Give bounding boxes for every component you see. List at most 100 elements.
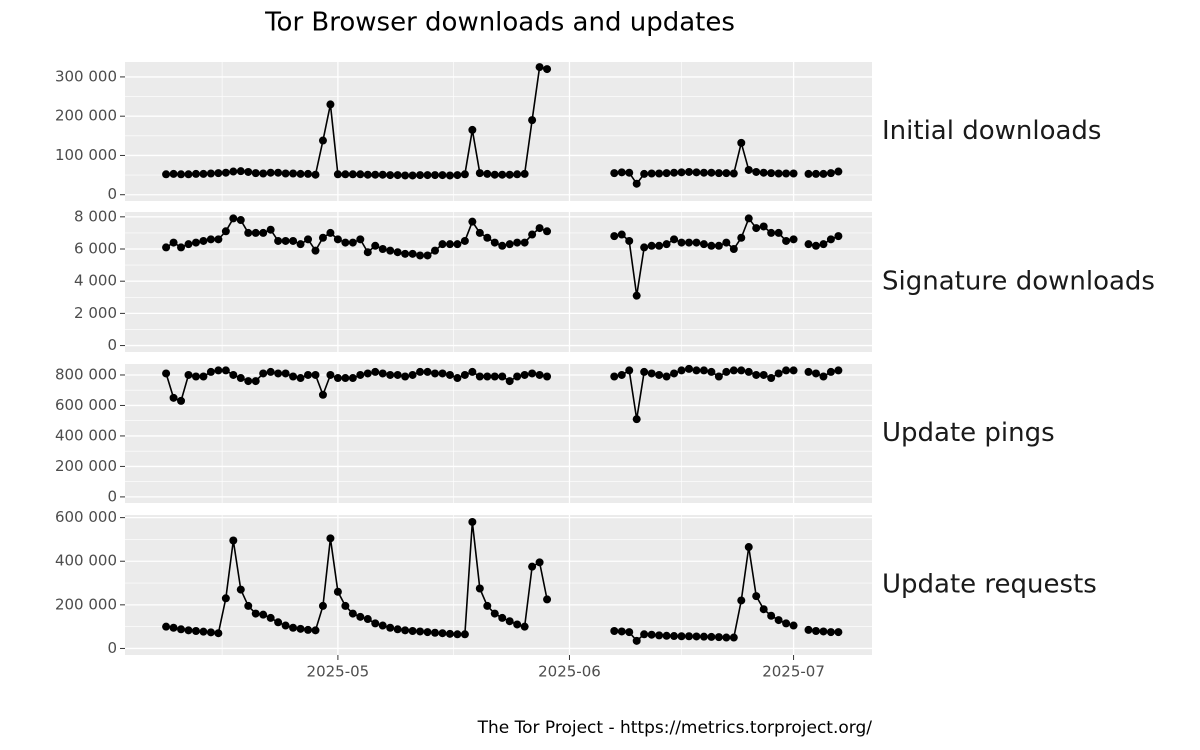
data-point xyxy=(520,370,529,379)
data-point xyxy=(356,612,365,621)
data-point xyxy=(274,168,283,177)
y-tick-label: 200 000 xyxy=(55,107,117,125)
data-point xyxy=(804,367,813,376)
data-point xyxy=(729,633,738,642)
data-point xyxy=(505,377,514,386)
data-point xyxy=(699,240,708,249)
data-point xyxy=(752,592,761,601)
data-point xyxy=(318,390,327,399)
data-point xyxy=(834,628,843,637)
data-point xyxy=(408,627,417,636)
data-point xyxy=(333,587,342,596)
data-point xyxy=(528,116,537,125)
data-point xyxy=(819,169,828,178)
data-point xyxy=(378,170,387,179)
data-point xyxy=(640,243,649,252)
data-point xyxy=(356,235,365,244)
y-tick-label: 600 000 xyxy=(55,396,117,414)
data-point xyxy=(617,370,626,379)
data-point xyxy=(326,228,335,237)
data-point xyxy=(169,393,178,402)
data-point xyxy=(699,632,708,641)
data-point xyxy=(483,372,492,381)
data-point xyxy=(244,377,253,386)
data-point xyxy=(348,170,357,179)
y-tick-label: 100 000 xyxy=(55,146,117,164)
data-point xyxy=(513,170,522,179)
data-point xyxy=(475,584,484,593)
data-point xyxy=(684,238,693,247)
data-point xyxy=(692,168,701,177)
data-point xyxy=(311,626,320,635)
data-point xyxy=(341,170,350,179)
data-point xyxy=(333,374,342,383)
data-point xyxy=(475,228,484,237)
data-point xyxy=(341,374,350,383)
data-point xyxy=(438,369,447,378)
data-point xyxy=(445,171,454,180)
data-point xyxy=(251,609,260,618)
chart-title: Tor Browser downloads and updates xyxy=(264,8,735,38)
data-point xyxy=(826,628,835,637)
data-point xyxy=(528,230,537,239)
data-point xyxy=(274,369,283,378)
data-point xyxy=(647,169,656,178)
data-point xyxy=(826,235,835,244)
y-tick-label: 8 000 xyxy=(74,207,117,225)
data-point xyxy=(423,628,432,637)
data-point xyxy=(356,370,365,379)
data-point xyxy=(819,627,828,636)
data-point xyxy=(416,367,425,376)
data-point xyxy=(535,224,544,233)
data-point xyxy=(281,369,290,378)
data-point xyxy=(266,225,275,234)
data-point xyxy=(266,367,275,376)
data-point xyxy=(625,628,634,637)
y-tick-label: 200 000 xyxy=(55,457,117,475)
data-point xyxy=(214,235,223,244)
data-point xyxy=(266,613,275,622)
data-point xyxy=(520,622,529,631)
data-point xyxy=(304,370,313,379)
data-point xyxy=(348,374,357,383)
data-point xyxy=(251,228,260,237)
data-point xyxy=(513,372,522,381)
data-point xyxy=(811,169,820,178)
data-point xyxy=(363,170,372,179)
data-point xyxy=(655,631,664,640)
y-tick-label: 6 000 xyxy=(74,240,117,258)
y-tick-label: 0 xyxy=(107,639,117,657)
data-point xyxy=(535,370,544,379)
data-point xyxy=(543,372,552,381)
data-point xyxy=(393,171,402,180)
data-point xyxy=(311,170,320,179)
data-point xyxy=(826,367,835,376)
data-point xyxy=(341,238,350,247)
data-point xyxy=(416,171,425,180)
data-point xyxy=(490,238,499,247)
data-point xyxy=(714,241,723,250)
data-point xyxy=(714,633,723,642)
data-point xyxy=(363,615,372,624)
data-point xyxy=(191,372,200,381)
data-point xyxy=(684,632,693,641)
data-point xyxy=(505,170,514,179)
panel-background xyxy=(125,515,872,655)
data-point xyxy=(625,168,634,177)
data-point xyxy=(819,240,828,249)
data-point xyxy=(684,167,693,176)
data-point xyxy=(744,367,753,376)
data-point xyxy=(625,236,634,245)
data-point xyxy=(318,233,327,242)
data-point xyxy=(498,613,507,622)
data-point xyxy=(363,248,372,257)
data-point xyxy=(632,415,641,424)
data-point xyxy=(498,372,507,381)
data-point xyxy=(617,627,626,636)
data-point xyxy=(468,367,477,376)
caption: The Tor Project - https://metrics.torpro… xyxy=(477,718,873,738)
data-point xyxy=(184,240,193,249)
data-point xyxy=(744,165,753,174)
data-point xyxy=(759,605,768,614)
data-point xyxy=(206,235,215,244)
